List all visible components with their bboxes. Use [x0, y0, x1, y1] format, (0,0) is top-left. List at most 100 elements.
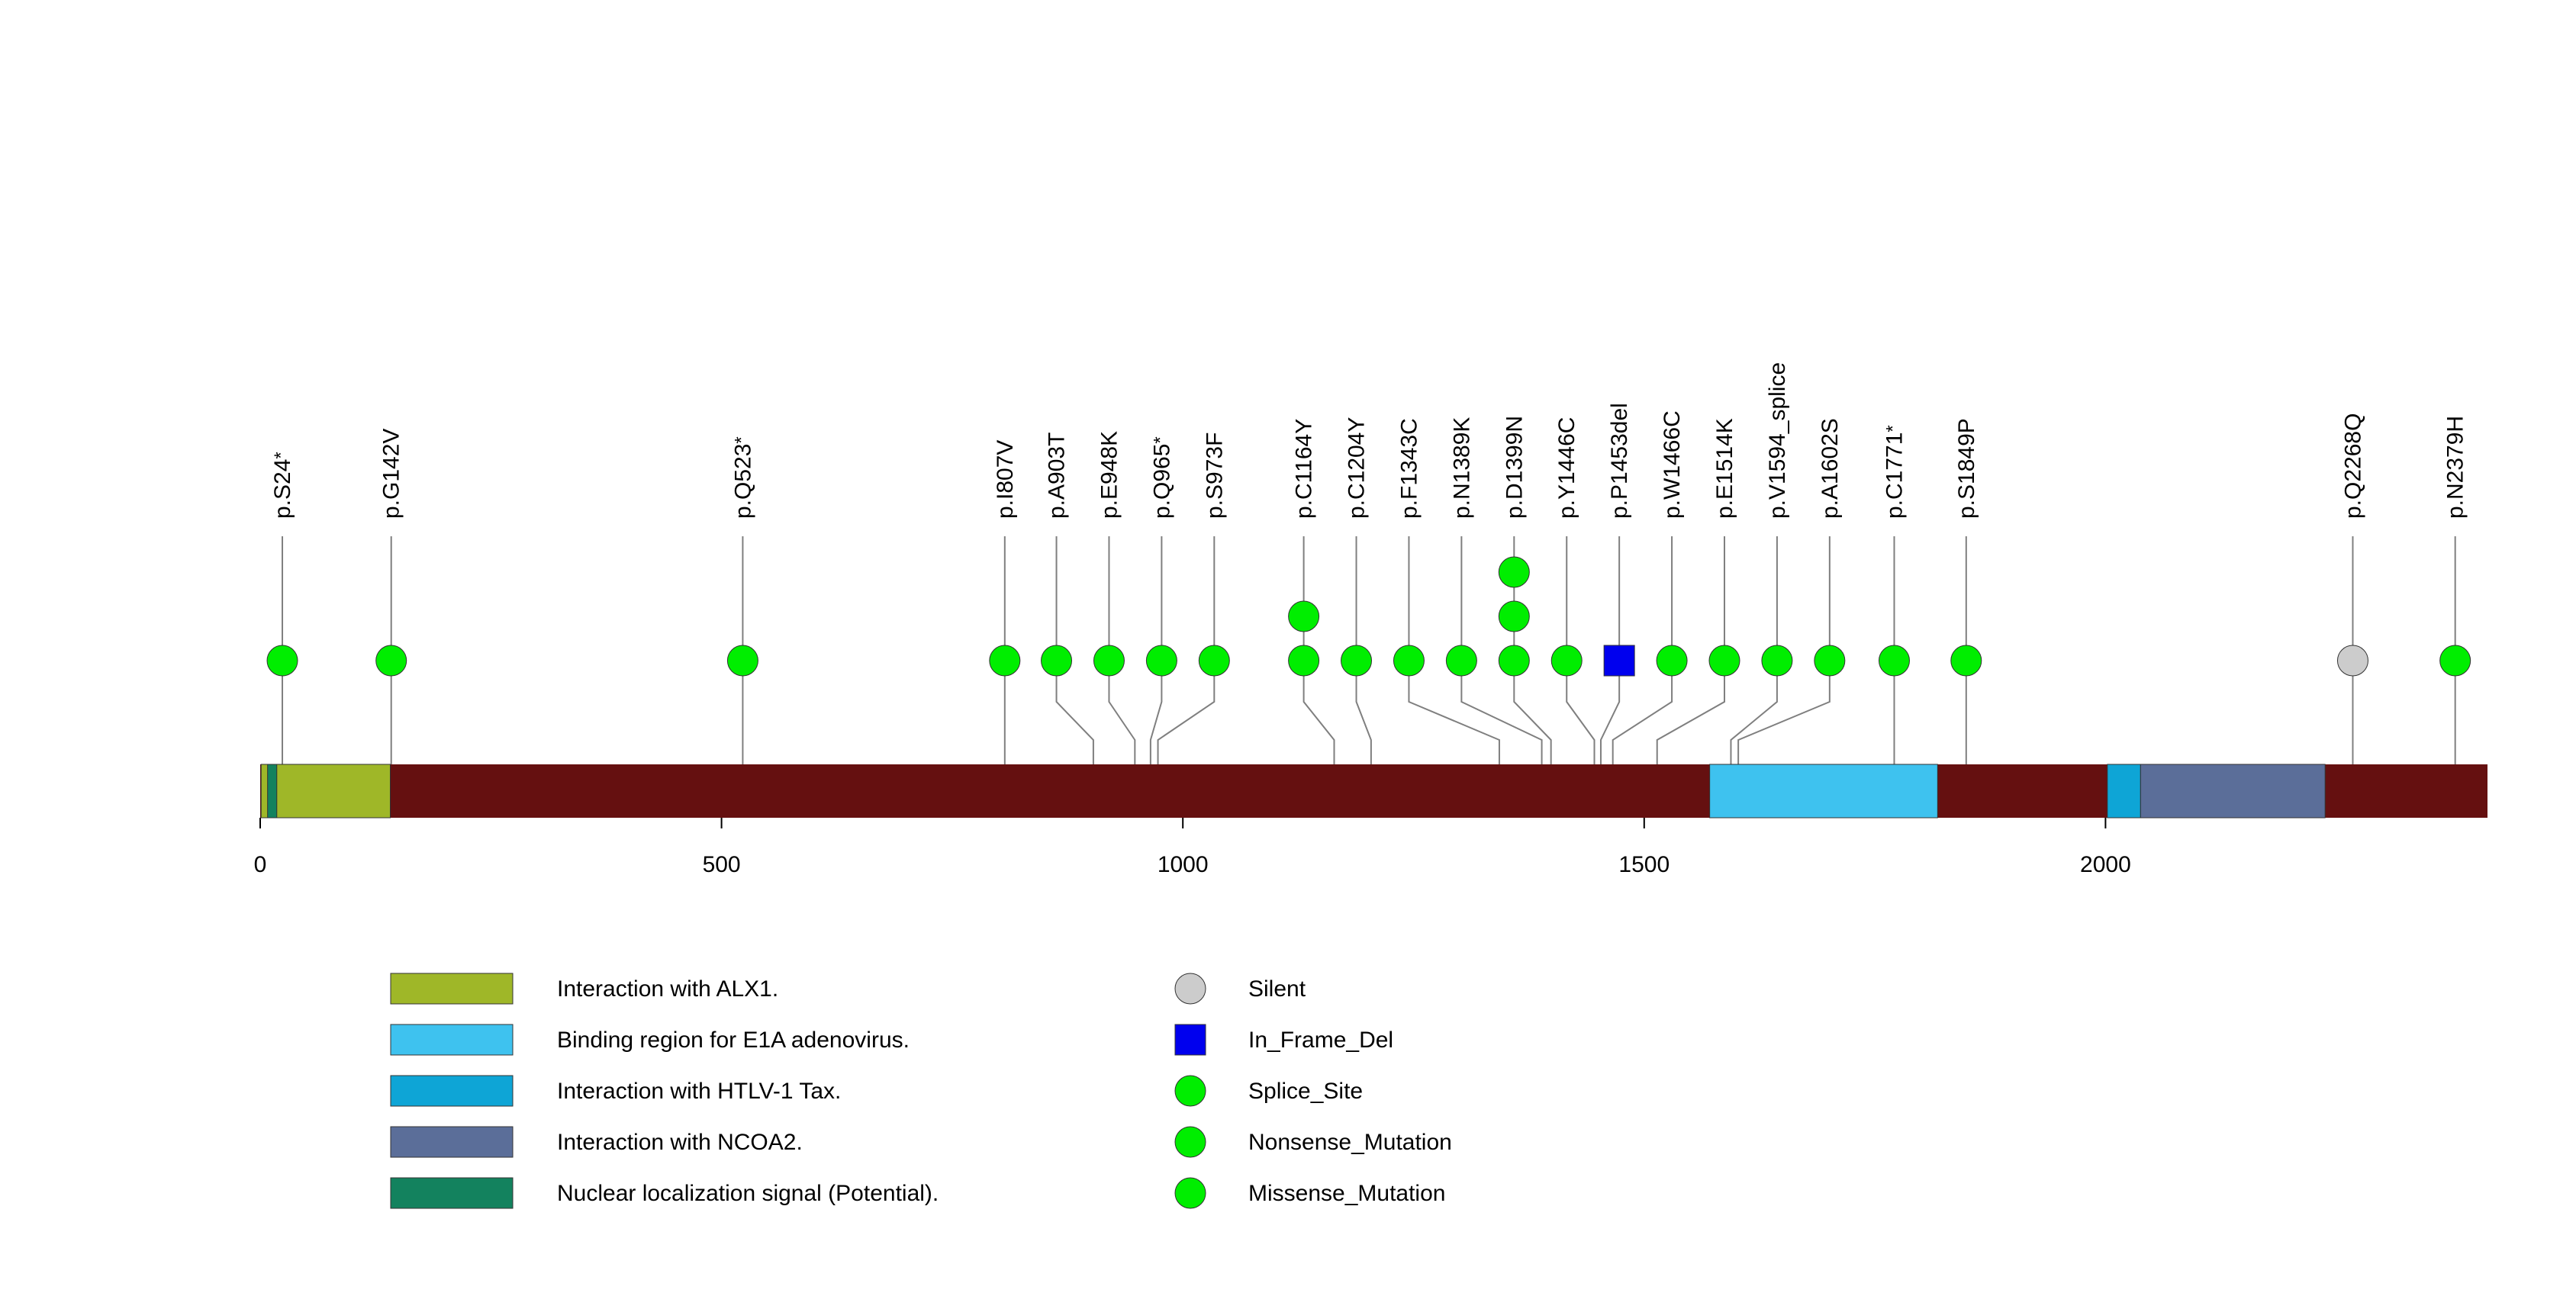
- legend-swatch-interaction-with-htlv-1-tax: [390, 1075, 514, 1107]
- mark-p-c1164y-2: [1288, 600, 1320, 632]
- x-axis: 0 500 1000 1500 2000: [254, 818, 2131, 877]
- stem-p-p1453del: [1599, 536, 1621, 764]
- legend-label-nuclear-localization-signal-potential: Nuclear localization signal (Potential).: [557, 1181, 939, 1206]
- label-p-c1204y: p.C1204Y: [1344, 417, 1370, 519]
- stem-p-y1446c: [1566, 536, 1596, 764]
- legend-label-binding-region-for-e1a-adenovirus: Binding region for E1A adenovirus.: [557, 1028, 910, 1053]
- label-p-q523-stop: p.Q523*: [730, 436, 755, 519]
- axis-tick-label-0: 0: [254, 852, 267, 877]
- label-p-q965-stop: p.Q965*: [1149, 436, 1174, 519]
- stem-p-c1204y: [1355, 536, 1372, 764]
- stem-p-e1514k: [1656, 536, 1725, 764]
- label-p-c1771-stop: p.C1771*: [1882, 425, 1907, 519]
- mark-p-v1594-splice-1: [1761, 645, 1793, 677]
- legend-label-missense-mutation: Missense_Mutation: [1248, 1181, 1445, 1206]
- mark-p-a903t-1: [1041, 645, 1073, 677]
- label-p-a903t: p.A903T: [1045, 433, 1070, 519]
- label-p-a1602s: p.A1602S: [1818, 418, 1843, 519]
- legend-marker-in-frame-del: [1174, 1024, 1206, 1056]
- mark-p-c1204y-1: [1341, 645, 1373, 677]
- axis-tick-label-1500: 1500: [1618, 852, 1670, 877]
- stem-p-s973f: [1157, 536, 1216, 764]
- stop-star: *: [731, 436, 752, 443]
- mark-p-c1771-stop-1: [1878, 645, 1910, 677]
- label-p-y1446c: p.Y1446C: [1554, 417, 1579, 519]
- mark-p-s1849p-1: [1950, 645, 1982, 677]
- axis-tick-label-1000: 1000: [1158, 852, 1209, 877]
- mark-p-f1343c-1: [1393, 645, 1425, 677]
- mark-p-n2379h-1: [2439, 645, 2471, 677]
- mark-p-g142v-1: [375, 645, 407, 677]
- mutation-marks: [266, 556, 2471, 677]
- label-p-s24-stop: p.S24*: [270, 452, 295, 519]
- legend-label-in-frame-del: In_Frame_Del: [1248, 1028, 1393, 1053]
- label-p-w1466c: p.W1466C: [1660, 410, 1685, 519]
- label-p-n2379h: p.N2379H: [2443, 416, 2468, 519]
- axis-tick-label-2000: 2000: [2080, 852, 2131, 877]
- domain-binding-region-for-e1a-adenovirus: [1709, 764, 1938, 819]
- legend-swatch-interaction-with-alx1: [390, 973, 514, 1005]
- domain-interaction-with-alx1: [260, 764, 391, 819]
- stem-p-a903t: [1055, 536, 1094, 764]
- label-p-c1164y: p.C1164Y: [1292, 419, 1317, 519]
- mark-p-s24-stop-1: [266, 645, 298, 677]
- mark-p-e1514k-1: [1708, 645, 1740, 677]
- label-p-g142v: p.G142V: [379, 429, 404, 519]
- legend-marker-silent: [1174, 973, 1206, 1005]
- label-p-n1389k: p.N1389K: [1449, 417, 1474, 519]
- mark-p-n1389k-1: [1445, 645, 1477, 677]
- axis-tick-label-500: 500: [703, 852, 741, 877]
- stem-p-v1594-splice: [1730, 536, 1778, 764]
- mark-p-q2268q-1: [2336, 645, 2368, 677]
- label-p-v1594-splice: p.V1594_splice: [1765, 362, 1790, 519]
- mark-p-q523-stop-1: [726, 645, 758, 677]
- legend-swatch-binding-region-for-e1a-adenovirus: [390, 1024, 514, 1056]
- stop-star: *: [1882, 425, 1903, 432]
- stem-p-n1389k: [1460, 536, 1543, 764]
- legend-swatch-nuclear-localization-signal-potential: [390, 1177, 514, 1209]
- mark-p-d1399n-1: [1498, 645, 1530, 677]
- mark-p-s973f-1: [1198, 645, 1230, 677]
- mutation-labels: p.S24* p.G142V p.Q523* p.I807V p.A903T p.E948…: [270, 362, 2468, 519]
- stem-p-e948k: [1108, 536, 1136, 764]
- mark-p-d1399n-2: [1498, 600, 1530, 632]
- stem-p-a1602s: [1737, 536, 1831, 764]
- mark-p-d1399n-3: [1498, 556, 1530, 588]
- legend-swatch-interaction-with-ncoa2: [390, 1126, 514, 1158]
- label-p-e1514k: p.E1514K: [1712, 418, 1737, 519]
- stem-p-w1466c: [1612, 536, 1673, 764]
- mark-p-a1602s-1: [1814, 645, 1846, 677]
- mark-p-c1164y-1: [1288, 645, 1320, 677]
- legend-label-interaction-with-alx1: Interaction with ALX1.: [557, 976, 778, 1002]
- mark-p-q965-stop-1: [1145, 645, 1177, 677]
- label-p-s973f: p.S973F: [1202, 433, 1227, 519]
- stop-star: *: [271, 452, 291, 458]
- domain-interaction-with-htlv-1-tax: [2107, 764, 2141, 819]
- mark-p-e948k-1: [1093, 645, 1125, 677]
- legend-label-splice-site: Splice_Site: [1248, 1079, 1363, 1104]
- mark-p-w1466c-1: [1656, 645, 1688, 677]
- stem-p-q965-stop: [1149, 536, 1163, 764]
- legend-label-interaction-with-ncoa2: Interaction with NCOA2.: [557, 1130, 803, 1155]
- legend-label-silent: Silent: [1248, 976, 1306, 1002]
- domain-interaction-with-ncoa2: [2140, 764, 2326, 819]
- mark-p-y1446c-1: [1550, 645, 1583, 677]
- domain-regions: [260, 764, 2326, 819]
- mark-p-i807v-1: [989, 645, 1021, 677]
- legend-marker-splice-site: [1174, 1075, 1206, 1107]
- legend: Interaction with ALX1. Binding region for…: [390, 973, 1452, 1209]
- stop-star: *: [1150, 436, 1170, 443]
- label-p-q2268q: p.Q2268Q: [2340, 413, 2365, 519]
- legend-marker-nonsense-mutation: [1174, 1126, 1206, 1158]
- label-p-f1343c: p.F1343C: [1396, 418, 1422, 519]
- stem-p-f1343c: [1408, 536, 1500, 764]
- label-p-e948k: p.E948K: [1096, 431, 1122, 519]
- legend-label-nonsense-mutation: Nonsense_Mutation: [1248, 1130, 1452, 1155]
- legend-label-interaction-with-htlv-1-tax: Interaction with HTLV-1 Tax.: [557, 1079, 841, 1104]
- label-p-s1849p: p.S1849P: [1954, 418, 1979, 519]
- domain-nuclear-localization-signal-potential: [267, 764, 278, 819]
- legend-marker-missense-mutation: [1174, 1177, 1206, 1209]
- mark-p-p1453del-1: [1603, 645, 1635, 677]
